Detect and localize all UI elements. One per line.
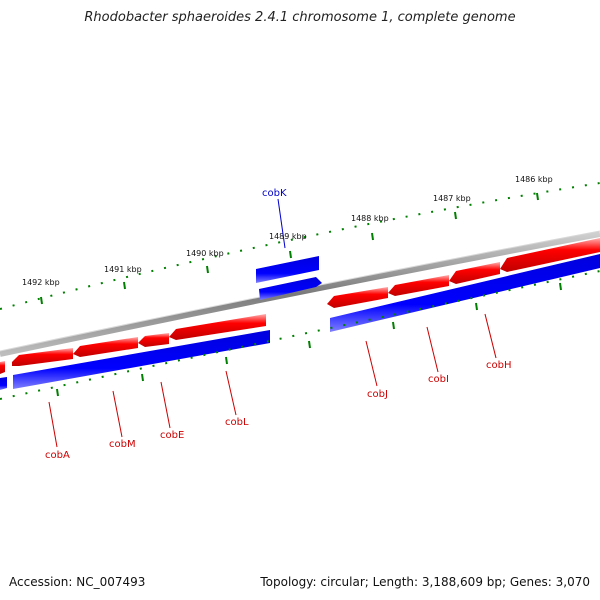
scale-label: 1490 kbp xyxy=(186,249,224,258)
feature-forward xyxy=(256,256,319,283)
scale-label: 1491 kbp xyxy=(104,265,142,274)
reverse-features-right xyxy=(327,238,600,308)
scale-label: 1489 kbp xyxy=(269,232,307,241)
feature-forward xyxy=(13,330,270,389)
feature-reverse xyxy=(500,238,600,272)
feature-forward xyxy=(330,254,600,332)
scale-label: 1488 kbp xyxy=(351,214,389,223)
forward-features-right xyxy=(330,254,600,332)
feature-reverse xyxy=(138,333,169,347)
backbone xyxy=(0,231,600,357)
gene-leader-lines xyxy=(48,198,497,448)
forward-features-left xyxy=(0,330,270,390)
feature-reverse xyxy=(12,348,73,366)
feature-reverse xyxy=(169,314,266,340)
gene-label-cobe: cobE xyxy=(160,430,184,441)
cobk-features xyxy=(256,256,322,300)
topology-text: Topology: circular; Length: 3,188,609 bp… xyxy=(260,575,590,589)
feature-forward xyxy=(0,377,7,390)
scale-label: 1492 kbp xyxy=(22,278,60,287)
major-ticks-upper xyxy=(40,192,539,305)
gene-label-cobm: cobM xyxy=(109,439,136,450)
major-ticks-lower xyxy=(56,282,562,397)
gene-label-cobj: cobJ xyxy=(367,389,388,400)
reverse-features-left xyxy=(0,314,266,374)
feature-reverse xyxy=(388,275,449,296)
map-title: Rhodobacter sphaeroides 2.4.1 chromosome… xyxy=(84,10,516,25)
feature-reverse xyxy=(0,361,5,374)
feature-reverse xyxy=(449,262,500,284)
scale-label: 1486 kbp xyxy=(515,175,553,184)
feature-forward xyxy=(259,277,322,300)
gene-label-cobh: cobH xyxy=(486,360,511,371)
scale-label: 1487 kbp xyxy=(433,194,471,203)
gene-label-cobk: cobK xyxy=(262,188,287,199)
accession-text: Accession: NC_007493 xyxy=(9,575,146,589)
gene-label-cobl: cobL xyxy=(225,417,249,428)
gene-label-coba: cobA xyxy=(45,450,70,461)
feature-reverse xyxy=(73,337,138,357)
feature-reverse xyxy=(327,287,388,308)
gene-label-cobi: cobI xyxy=(428,374,449,385)
